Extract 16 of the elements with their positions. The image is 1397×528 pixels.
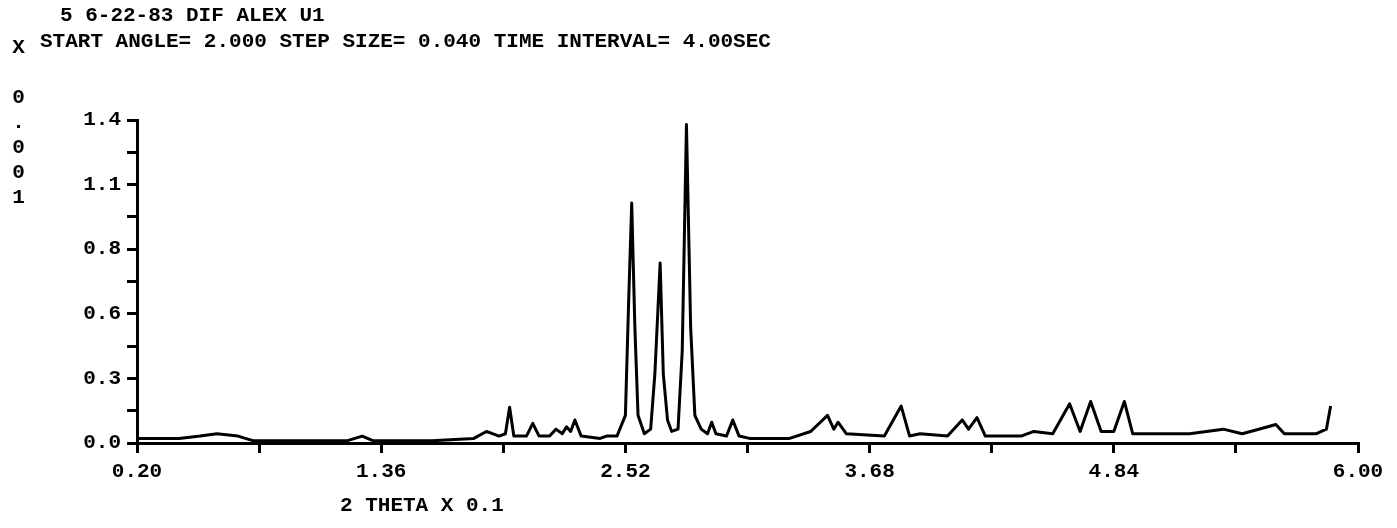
y-tick-label: 0.0 <box>83 431 121 455</box>
y-axis-title: X 0.001 <box>7 36 30 211</box>
y-tick-label: 0.3 <box>83 366 121 390</box>
y-tick-label: 0.6 <box>83 302 121 326</box>
chart-subtitle: START ANGLE= 2.000 STEP SIZE= 0.040 TIME INTERVAL= 4.00SEC <box>40 30 771 53</box>
y-tick-label: 1.4 <box>83 108 121 132</box>
y-tick-label: 1.1 <box>83 172 121 196</box>
chart-title: 5 6-22-83 DIF ALEX U1 <box>60 4 325 27</box>
x-axis-title: 2 THETA X 0.1 <box>340 494 504 517</box>
x-tick-label: 1.36 <box>355 459 407 483</box>
y-tick-label: 0.8 <box>83 237 121 261</box>
x-tick-label: 0.20 <box>111 459 163 483</box>
x-tick-label: 2.52 <box>600 459 651 483</box>
x-tick-label: 6.00 <box>1332 459 1384 483</box>
x-tick-label: 4.84 <box>1088 459 1140 483</box>
x-tick-label: 3.68 <box>844 459 895 483</box>
